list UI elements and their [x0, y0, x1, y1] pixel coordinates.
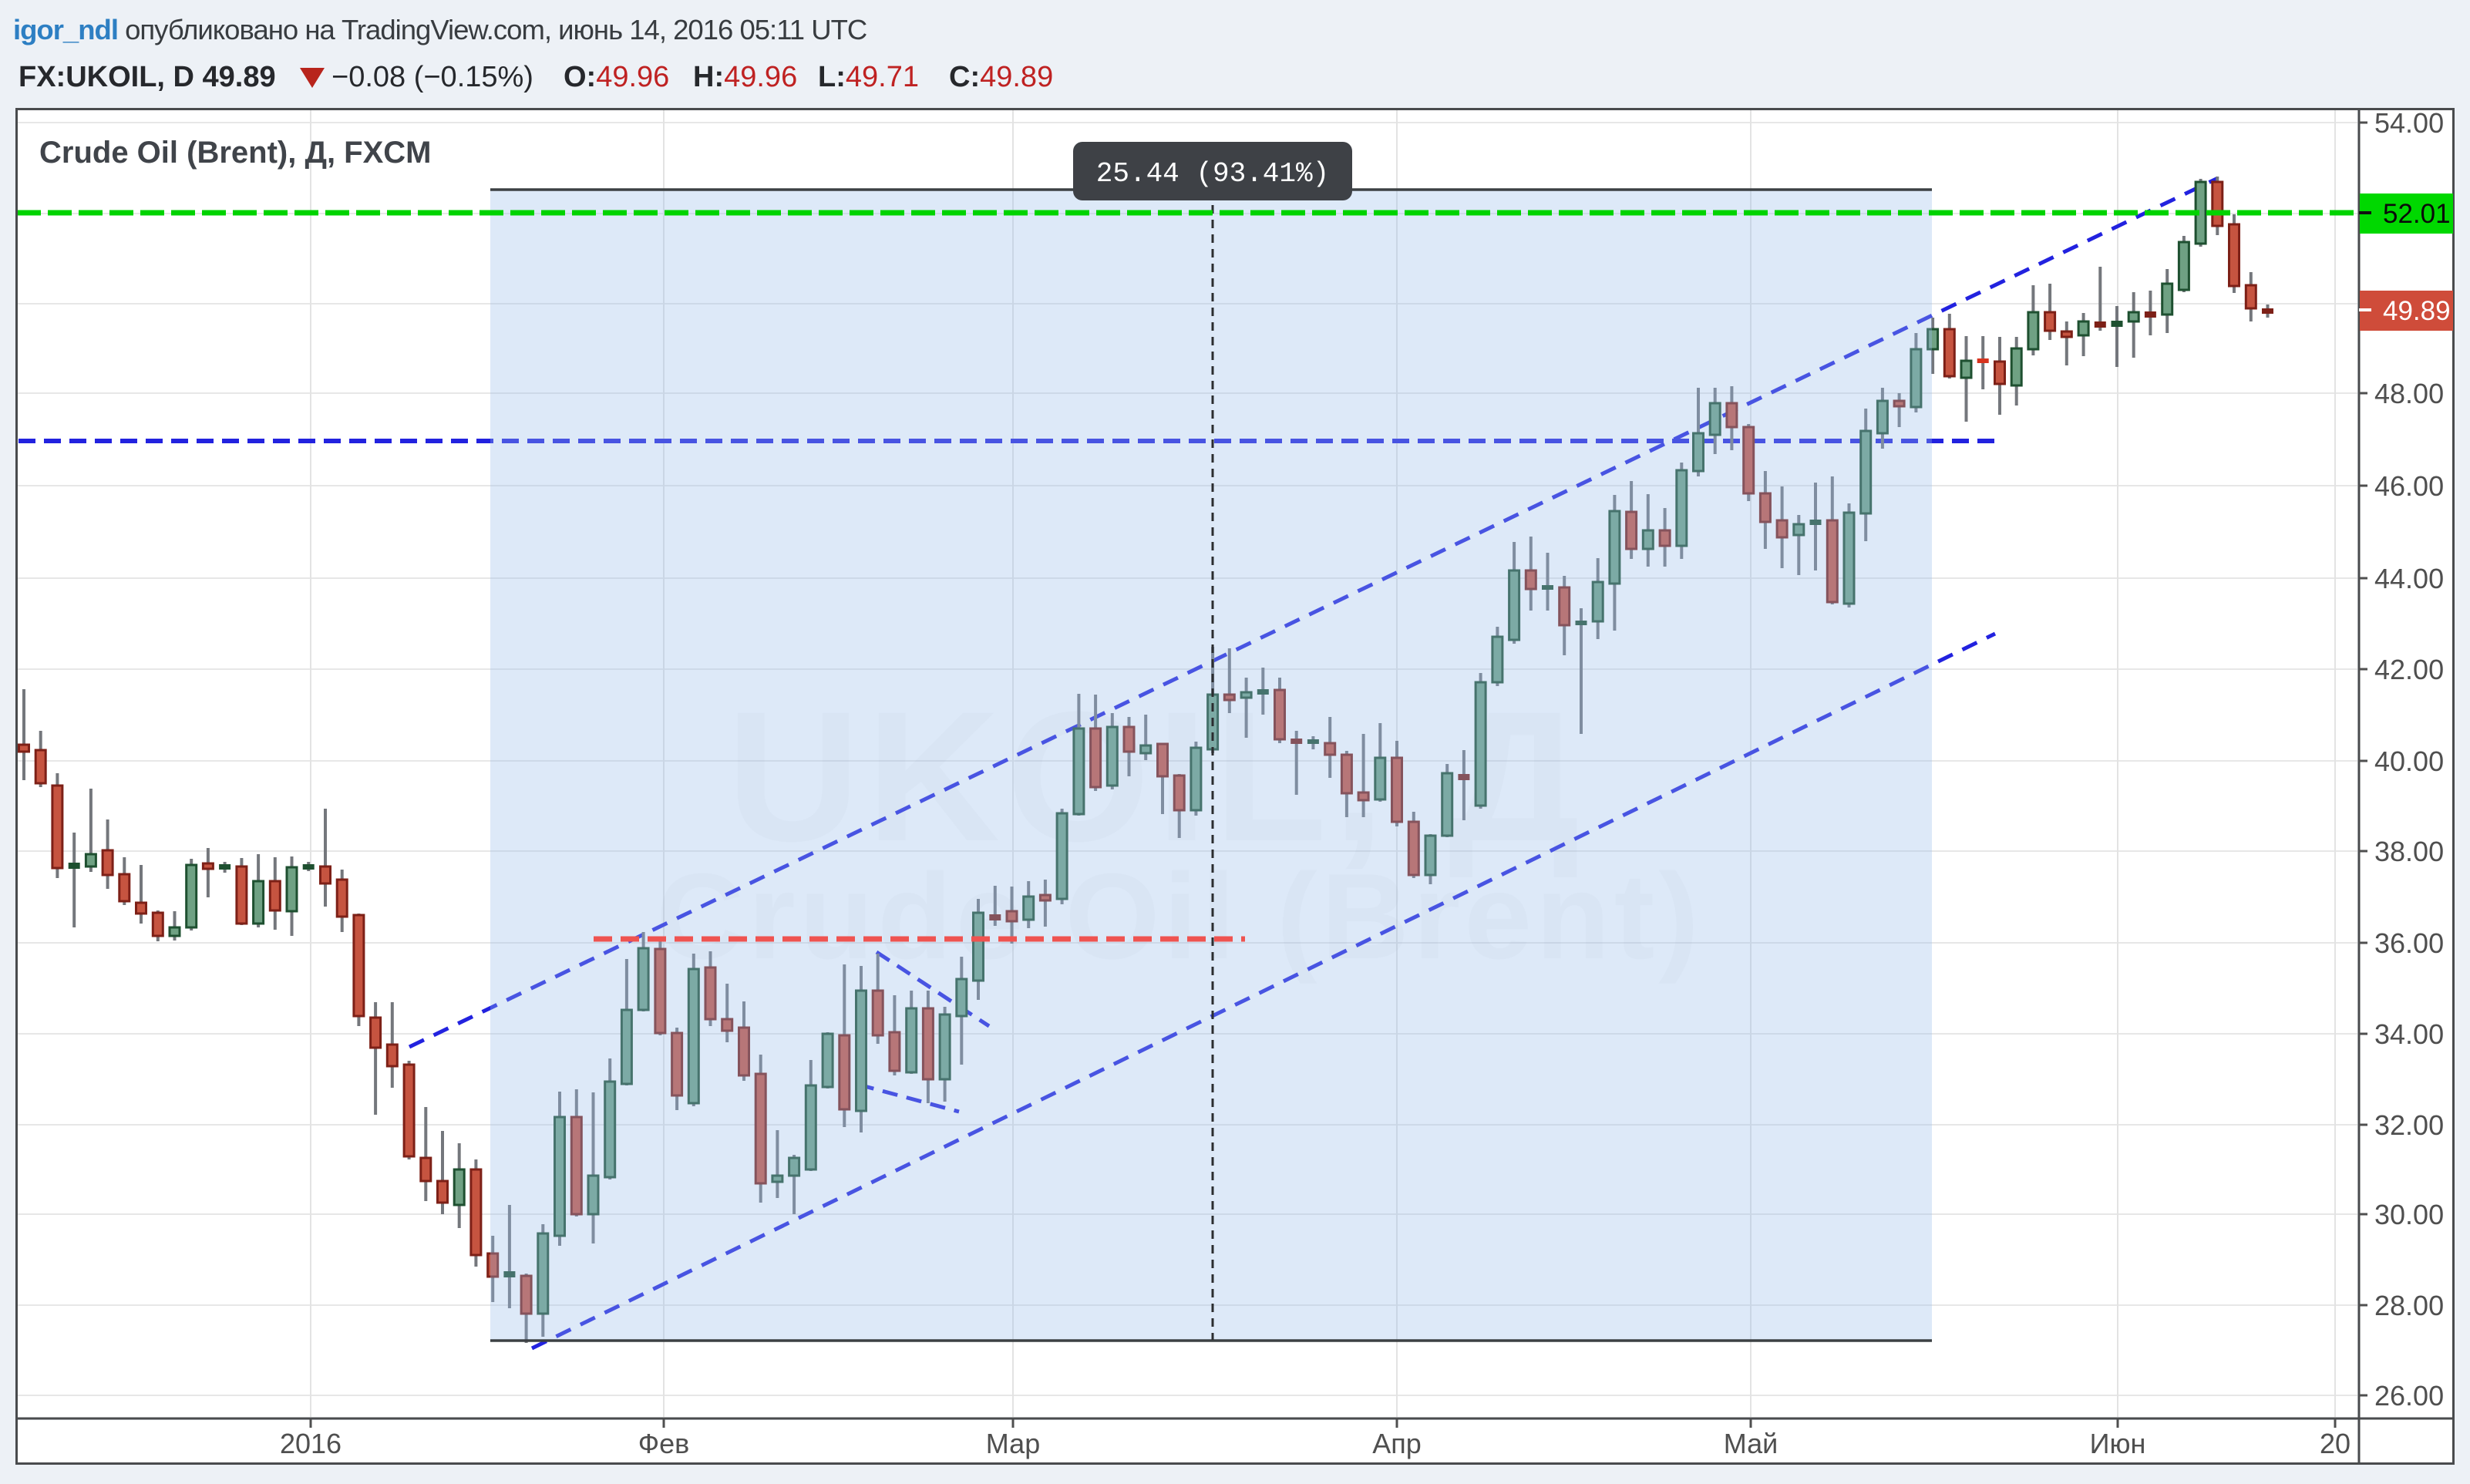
svg-text:20: 20: [2320, 1428, 2351, 1459]
svg-text:48.00: 48.00: [2374, 378, 2444, 409]
svg-text:Crude Oil (Brent), Д, FXCM: Crude Oil (Brent), Д, FXCM: [39, 136, 432, 170]
svg-text:Май: Май: [1724, 1428, 1778, 1459]
svg-text:46.00: 46.00: [2374, 470, 2444, 502]
svg-text:42.00: 42.00: [2374, 654, 2444, 685]
svg-text:25.44 (93.41%): 25.44 (93.41%): [1096, 158, 1329, 190]
svg-text:54.00: 54.00: [2374, 107, 2444, 139]
svg-text:Апр: Апр: [1372, 1428, 1422, 1459]
svg-text:32.00: 32.00: [2374, 1109, 2444, 1141]
svg-text:Фев: Фев: [638, 1428, 690, 1459]
svg-text:−0.08 (−0.15%): −0.08 (−0.15%): [331, 61, 533, 93]
svg-text:44.00: 44.00: [2374, 563, 2444, 594]
svg-text:30.00: 30.00: [2374, 1199, 2444, 1230]
svg-text:FX:UKOIL, D 49.89: FX:UKOIL, D 49.89: [19, 61, 276, 93]
svg-text:L:49.71: L:49.71: [818, 61, 919, 93]
svg-text:52.01: 52.01: [2383, 199, 2451, 229]
svg-text:C:49.89: C:49.89: [949, 61, 1053, 93]
svg-text:40.00: 40.00: [2374, 745, 2444, 777]
svg-text:2016: 2016: [280, 1428, 342, 1459]
svg-text:36.00: 36.00: [2374, 927, 2444, 959]
svg-text:34.00: 34.00: [2374, 1018, 2444, 1050]
svg-text:49.89: 49.89: [2383, 296, 2451, 326]
svg-text:O:49.96: O:49.96: [564, 61, 669, 93]
svg-text:38.00: 38.00: [2374, 836, 2444, 867]
svg-text:28.00: 28.00: [2374, 1290, 2444, 1321]
svg-text:igor_ndl опубликовано на Tradi: igor_ndl опубликовано на TradingView.com…: [13, 14, 867, 45]
svg-text:26.00: 26.00: [2374, 1380, 2444, 1412]
svg-text:H:49.96: H:49.96: [693, 61, 797, 93]
svg-text:Июн: Июн: [2090, 1428, 2146, 1459]
svg-text:Мар: Мар: [986, 1428, 1040, 1459]
